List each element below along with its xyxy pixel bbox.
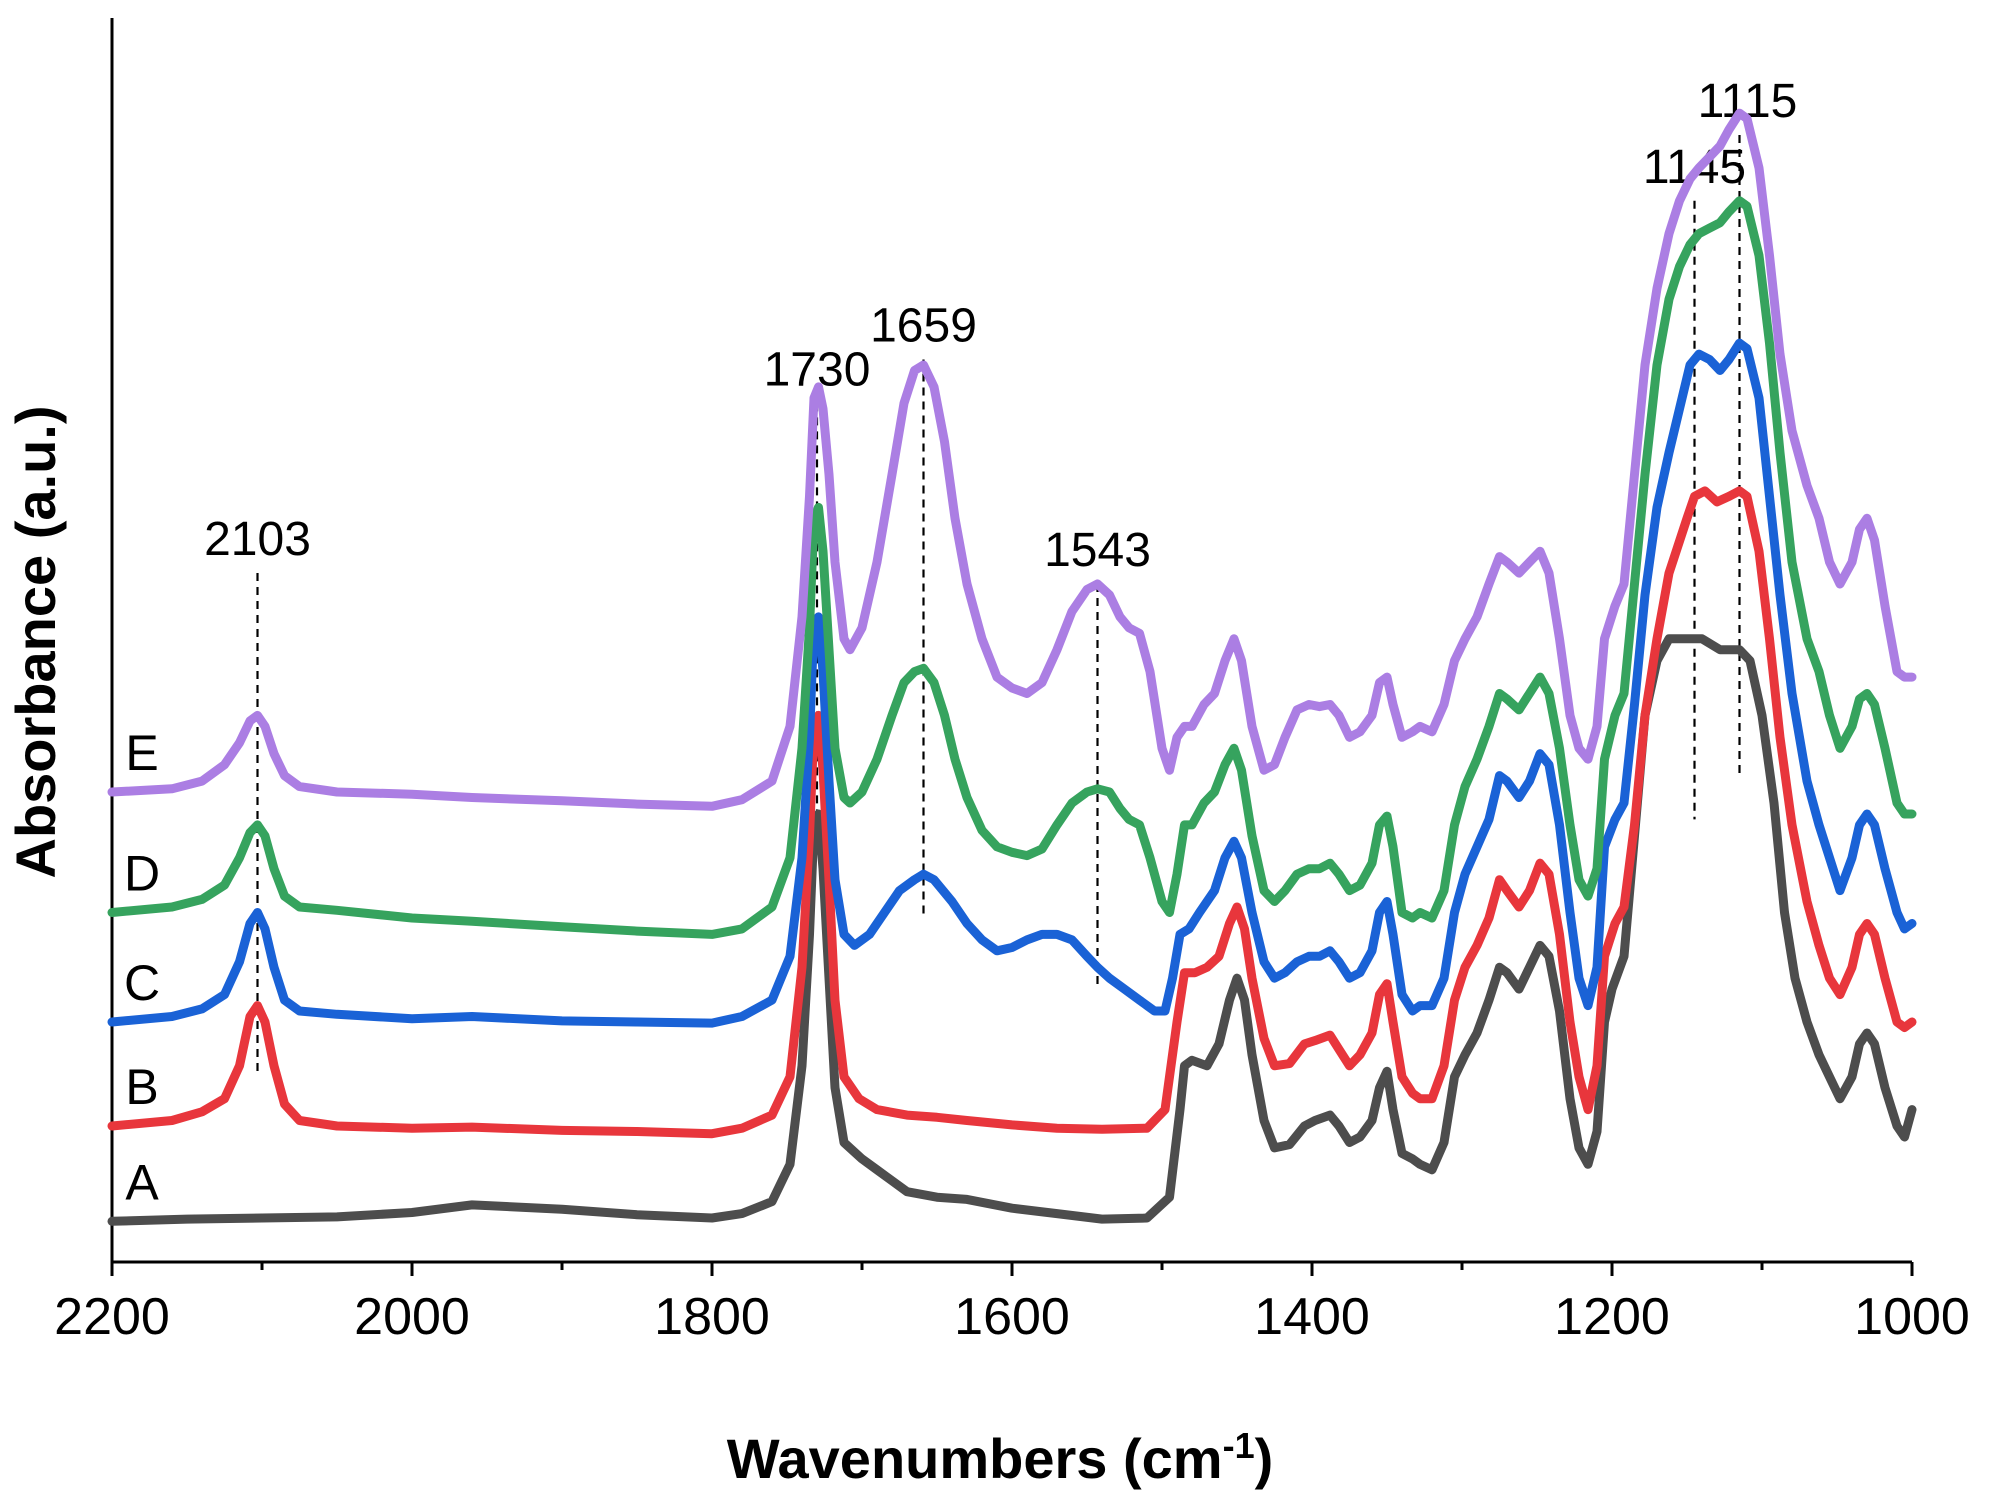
x-axis-title-main: Wavenumbers (cm	[727, 1427, 1223, 1490]
series-line-D	[107, 196, 1917, 939]
x-tick-label: 2200	[54, 1288, 170, 1346]
curve-label-C: C	[124, 955, 160, 1011]
curve-label-A: A	[125, 1154, 159, 1210]
x-tick-label: 1800	[654, 1288, 770, 1346]
peak-label: 1543	[1044, 524, 1151, 577]
series-line-B	[107, 486, 1917, 1139]
x-tick-label: 1400	[1254, 1288, 1370, 1346]
peak-label: 1659	[870, 300, 977, 353]
curve-label-B: B	[125, 1059, 158, 1115]
axes: 2200 2000 1800 1600 1400 1200 1000	[54, 18, 1970, 1346]
series-line-C	[107, 338, 1917, 1028]
x-tick-label: 1200	[1554, 1288, 1670, 1346]
series-line-A	[107, 634, 1917, 1226]
series-line-E	[107, 108, 1917, 811]
y-axis-title: Absorbance (a.u.)	[4, 406, 67, 879]
x-tick-label: 1000	[1854, 1288, 1970, 1346]
x-tick-label: 2000	[354, 1288, 470, 1346]
series-lines	[107, 108, 1917, 1226]
curve-label-E: E	[125, 725, 158, 781]
peak-label: 2103	[204, 513, 311, 566]
x-tick-label: 1600	[954, 1288, 1070, 1346]
x-axis-title-suffix: )	[1255, 1427, 1274, 1490]
curve-label-D: D	[124, 846, 160, 902]
x-axis-title-superscript: -1	[1223, 1425, 1255, 1466]
x-axis-title: Wavenumbers (cm-1)	[727, 1425, 1274, 1491]
